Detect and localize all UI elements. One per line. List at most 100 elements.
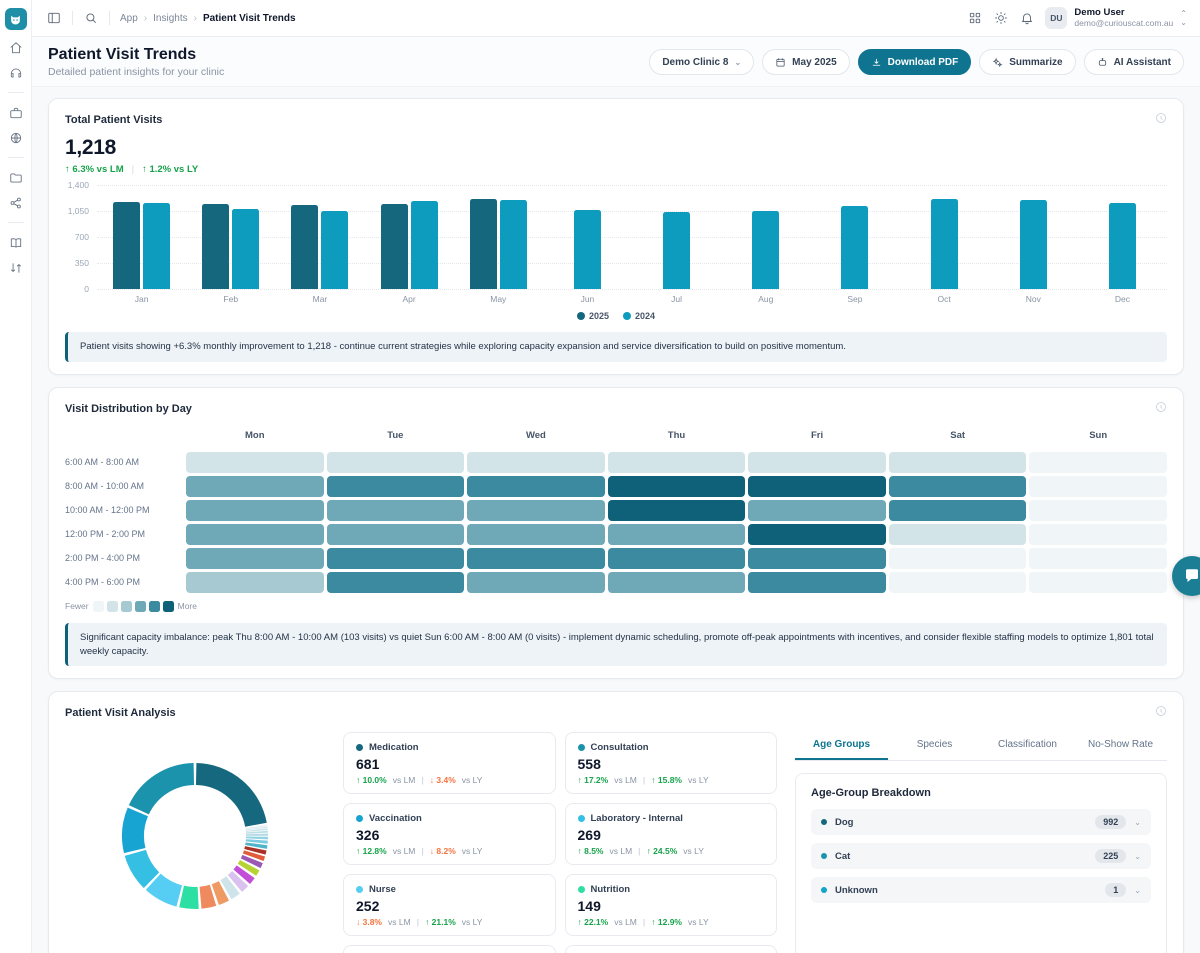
bar-2024-jan: [143, 202, 171, 289]
donut-segment-discount: [211, 881, 230, 906]
breakdown-label: Cat: [835, 850, 851, 862]
ai-assistant-button[interactable]: AI Assistant: [1083, 49, 1184, 75]
heatmap-cell-sun-2: [1029, 499, 1167, 521]
donut-segment-nutrition: [179, 886, 199, 910]
bar-group-jul: [632, 185, 721, 289]
total-visits-value: 1,218: [65, 136, 117, 159]
metric-card-nutrition: Nutrition 149 ↑ 22.1% vs LM | ↑ 12.9% vs LY: [564, 874, 777, 937]
total-visits-deltas: ↑ 6.3% vs LM | ↑ 1.2% vs LY: [65, 164, 199, 175]
briefcase-icon[interactable]: [8, 105, 23, 120]
heatmap-cell-sun-0: [1029, 451, 1167, 473]
heatmap-cell-tue-0: [326, 451, 465, 473]
tab-age-groups[interactable]: Age Groups: [795, 732, 888, 761]
globe-icon[interactable]: [8, 130, 23, 145]
heatmap-row: 4:00 PM - 6:00 PM: [65, 571, 1167, 593]
theme-sun-icon[interactable]: [993, 10, 1009, 26]
notifications-bell-icon[interactable]: [1019, 10, 1035, 26]
heatmap-cell-mon-0: [186, 451, 324, 473]
heatmap-day-label: Sun: [1089, 429, 1108, 441]
heatmap-cell-tue-4: [326, 547, 465, 569]
bar-group-jun: [543, 185, 632, 289]
apps-grid-icon[interactable]: [967, 10, 983, 26]
collapse-sidebar-icon[interactable]: [46, 10, 62, 26]
heatmap-day-label: Sat: [950, 429, 966, 441]
heatmap-cell-wed-3: [467, 523, 605, 545]
calendar-icon: [776, 57, 785, 67]
donut-segment-nurse: [145, 873, 183, 907]
card-info-icon[interactable]: [1155, 111, 1167, 129]
heatmap-cell-wed-4: [467, 547, 605, 569]
heatmap-row: 8:00 AM - 10:00 AM: [65, 475, 1167, 497]
heatmap-cell-wed-1: [467, 475, 605, 497]
heatmap-cell-fri-3: [748, 523, 886, 545]
download-pdf-button[interactable]: Download PDF: [857, 49, 972, 75]
tab-species[interactable]: Species: [916, 739, 953, 751]
folder-icon[interactable]: [8, 170, 23, 185]
heatmap-cell-sun-3: [1029, 523, 1167, 545]
breakdown-row-cat[interactable]: Cat 225 ⌄: [811, 843, 1151, 870]
tab-no-show-rate[interactable]: No-Show Rate: [1087, 739, 1154, 751]
bar-group-apr: [365, 185, 454, 289]
metric-dot-icon: [577, 815, 585, 823]
breakdown-row-unknown[interactable]: Unknown 1 ⌄: [811, 877, 1151, 904]
bar-chart-x-axis: Jan Feb Mar Apr May Jun Jul Aug Sep Oct Nov Dec: [134, 294, 1131, 304]
donut-segment--s8-drugs: [227, 871, 249, 893]
home-icon[interactable]: [8, 40, 23, 55]
heatmap-cell-mon-5: [186, 571, 324, 593]
search-icon[interactable]: [83, 10, 99, 26]
user-email: demo@curiouscat.com.au: [1074, 17, 1174, 28]
heatmap-cell-mon-1: [186, 475, 324, 497]
visits-bar-chart: 0 350 700 1,050 1,400 Jan Feb Mar Apr May Jun Jul A…: [65, 180, 1167, 304]
chat-bubble-icon: [1186, 569, 1198, 582]
clinic-selector[interactable]: Demo Clinic 8 ⌄: [649, 49, 755, 75]
metric-label: Nutrition: [590, 884, 631, 896]
sparkles-icon: [993, 57, 1003, 67]
tab-classification[interactable]: Classification: [998, 739, 1057, 751]
heatmap-cell-sun-4: [1029, 547, 1167, 569]
breakdown-row-dog[interactable]: Dog 992 ⌄: [811, 809, 1151, 836]
heatmap-row: 6:00 AM - 8:00 AM: [65, 451, 1167, 473]
bar-2025-feb: [202, 203, 230, 289]
breadcrumb-insights[interactable]: Insights: [153, 12, 188, 24]
donut-segment-vaccination: [122, 807, 149, 854]
chevron-updown-icon: ⌃ ⌄: [1180, 9, 1187, 27]
donut-segment-radiology: [240, 855, 263, 869]
book-icon[interactable]: [8, 235, 23, 250]
card-info-icon[interactable]: [1155, 400, 1167, 418]
summarize-button[interactable]: Summarize: [979, 49, 1076, 75]
chevron-down-icon: ⌄: [1134, 851, 1141, 861]
metric-value: 681: [356, 756, 380, 773]
donut-segment-medication: [195, 763, 267, 828]
bar-group-aug: [721, 185, 810, 289]
app-logo-icon[interactable]: [4, 8, 27, 30]
heatmap-cell-tue-5: [326, 571, 465, 593]
heatmap-card: Visit Distribution by Day Mon Tue Wed Thu Fr…: [48, 386, 1184, 680]
bar-2025-may: [469, 198, 497, 289]
user-menu[interactable]: DU Demo User demo@curiouscat.com.au ⌃ ⌄: [1045, 7, 1187, 29]
total-visits-title: Total Patient Visits: [65, 114, 163, 126]
sidebar: [0, 0, 32, 953]
breadcrumb-app[interactable]: App: [120, 12, 138, 24]
donut-segment-laboratory-internal: [124, 849, 160, 889]
metric-card-consultation: Consultation 558 ↑ 17.2% vs LM | ↑ 15.8% vs LY: [564, 732, 777, 795]
breakdown-count-badge: 992: [1095, 815, 1127, 830]
period-selector[interactable]: May 2025: [762, 49, 850, 75]
metric-label: Consultation: [590, 742, 649, 754]
support-headset-icon[interactable]: [8, 65, 23, 80]
heatmap-title: Visit Distribution by Day: [65, 402, 192, 415]
bar-2024-dec: [1108, 203, 1136, 289]
analysis-card: Patient Visit Analysis Medication 681 ↑ 10…: [48, 691, 1184, 953]
share-network-icon[interactable]: [8, 195, 23, 210]
heatmap-cell-sat-3: [888, 523, 1027, 545]
bar-2024-apr: [410, 200, 438, 289]
card-info-icon[interactable]: [1155, 704, 1167, 722]
bar-2024-mar: [321, 210, 349, 289]
chevron-down-icon: ⌄: [1134, 885, 1141, 895]
heatmap-cell-tue-1: [326, 475, 465, 497]
heatmap-day-label: Mon: [245, 429, 265, 441]
swap-arrows-icon[interactable]: [8, 260, 23, 275]
breakdown-dot-icon: [821, 887, 827, 894]
chat-fab-button[interactable]: [1172, 556, 1200, 596]
bar-2024-may: [499, 199, 527, 289]
breakdown-label: Unknown: [835, 884, 878, 896]
